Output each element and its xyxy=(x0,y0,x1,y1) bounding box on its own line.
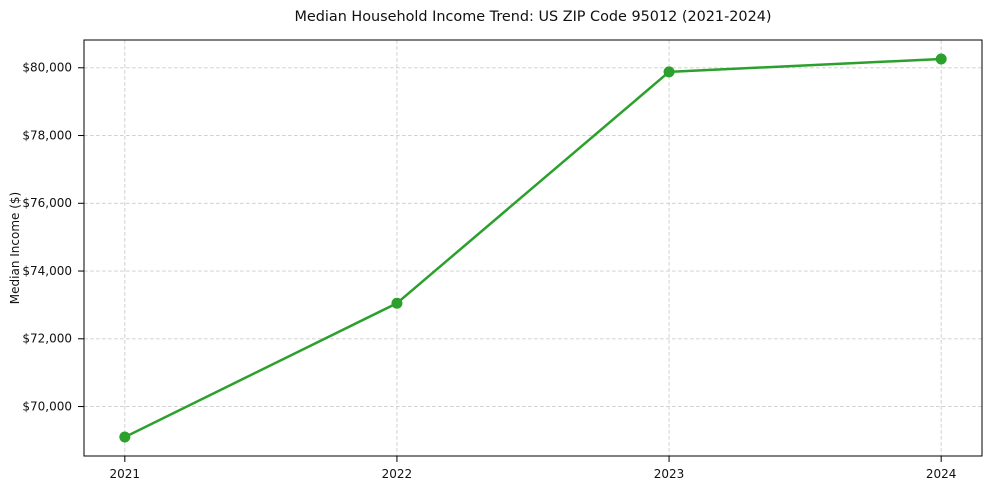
data-point xyxy=(663,66,675,78)
trend-line xyxy=(123,57,943,439)
y-tick-label: $80,000 xyxy=(22,61,72,75)
x-tick-label: 2023 xyxy=(654,467,685,481)
x-tick-label: 2024 xyxy=(926,467,957,481)
axis-labels: Median Household Income Trend: US ZIP Co… xyxy=(8,9,772,304)
axes-box xyxy=(83,39,983,457)
data-point xyxy=(935,53,947,65)
y-tick-label: $76,000 xyxy=(22,196,72,210)
y-tick-label: $72,000 xyxy=(22,332,72,346)
y-axis-label: Median Income ($) xyxy=(8,192,22,304)
y-tick-label: $74,000 xyxy=(22,264,72,278)
plot-area: $70,000 $72,000 $74,000 $76,000 $78,000 $80,0… xyxy=(22,39,983,481)
data-point xyxy=(391,297,403,309)
y-tick-label: $78,000 xyxy=(22,128,72,142)
x-tick-label: 2022 xyxy=(382,467,413,481)
x-tick-label: 2021 xyxy=(110,467,141,481)
chart-title: Median Household Income Trend: US ZIP Co… xyxy=(294,9,771,25)
y-tick-label: $70,000 xyxy=(22,400,72,414)
data-point xyxy=(119,431,131,443)
